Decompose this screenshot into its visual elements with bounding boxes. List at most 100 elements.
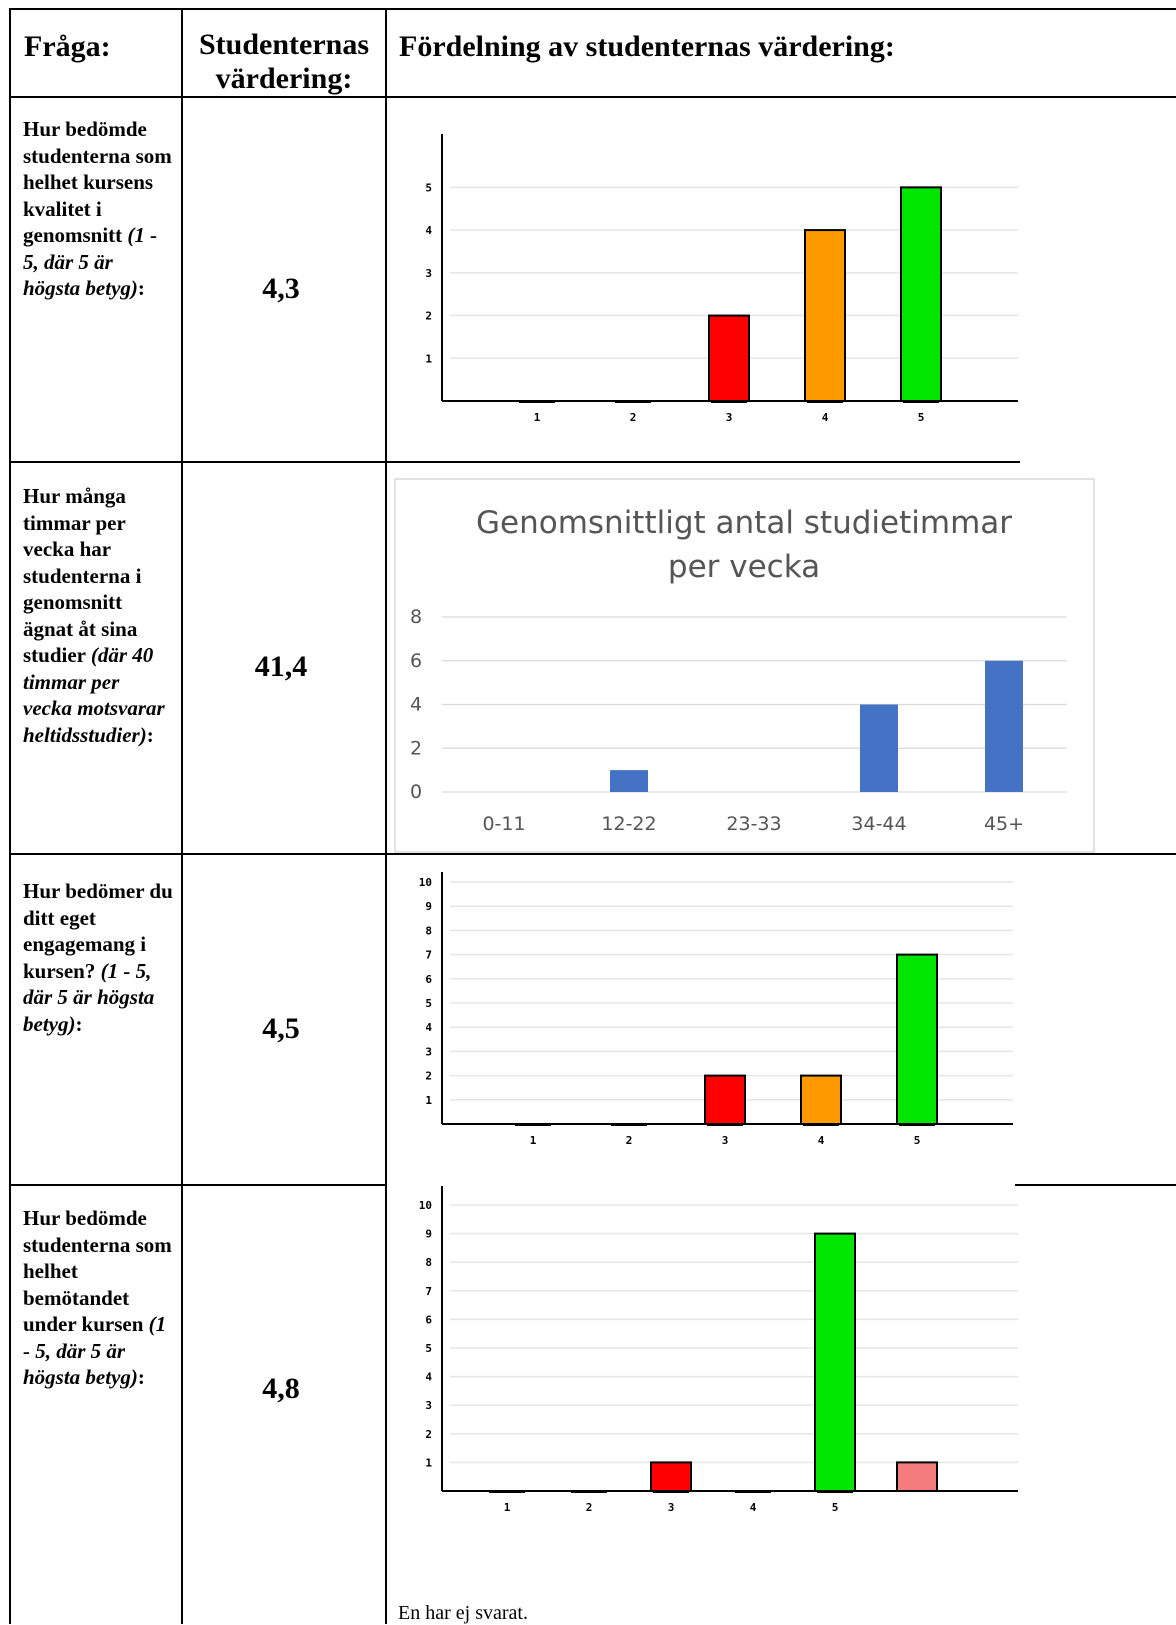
y-tick-label: 9 [425,1228,432,1241]
question-2-note: (där 40 timmar per vecka motsvarar helti… [23,643,165,747]
x-tick-label: 5 [914,1134,921,1147]
row-divider-1-left [9,461,385,463]
y-tick-label: 4 [425,1021,432,1034]
question-1-scale: (1 - 5, där 5 är högsta betyg) [23,223,158,300]
y-tick-label: 8 [425,924,432,937]
x-tick-label: 2 [630,411,637,424]
y-tick-label: 10 [419,876,432,889]
y-tick-label: 3 [425,1399,432,1412]
x-tick-label: 2 [626,1134,633,1147]
header-rating: Studenternas värdering: [183,28,385,96]
question-4-text: Hur bedömde studenterna som helhet bemöt… [23,1206,172,1336]
x-tick-label: 34-44 [851,813,906,835]
x-tick-label: 0-11 [482,813,525,835]
rating-value-2: 41,4 [254,650,308,683]
question-3-colon: : [75,1011,83,1036]
table-border-left [9,8,11,1624]
question-3-text: Hur bedömer du ditt eget engagemang i ku… [23,879,173,983]
y-tick-label: 4 [425,224,432,237]
y-tick-label: 0 [410,781,422,803]
bar [800,1074,842,1126]
bar [814,1232,856,1492]
y-tick-label: 5 [425,181,432,194]
chart-title: Genomsnittligt antal studietimmar [476,505,1012,541]
y-tick-label: 4 [425,1371,432,1384]
table-border-top [9,8,1176,10]
bar [900,186,942,403]
header-distribution: Fördelning av studenternas värdering: [399,30,895,63]
x-tick-label: 2 [586,1501,593,1514]
x-tick-label: 1 [534,411,541,424]
bar [650,1461,692,1492]
chart-title: per vecka [668,549,820,585]
y-tick-label: 6 [425,973,432,986]
chart-treatment: 1 2 3 4 5 6 7 8 9 10 1 2 3 4 5 [419,1186,1018,1514]
row-divider-3-left [9,1184,385,1186]
question-4-colon: : [137,1365,145,1389]
y-tick-label: 8 [410,606,422,628]
y-tick-label: 2 [410,737,422,759]
y-tick-label: 1 [425,1094,432,1107]
x-tick-label: 4 [822,411,829,424]
chart-study-hours: Genomsnittligt antal studietimmar per vec… [394,478,1095,853]
header-divider [9,96,1176,98]
bar [860,704,898,792]
x-tick-label: 3 [668,1501,675,1514]
x-tick-label: 23-33 [726,813,781,835]
bar [896,953,938,1125]
x-tick-label: 1 [530,1134,537,1147]
x-tick-label: 4 [750,1501,757,1514]
chart-quality: 1 2 3 4 5 1 2 3 4 5 [425,134,1018,424]
y-tick-label: 6 [425,1313,432,1326]
question-1-colon: : [137,276,145,300]
bar [804,229,846,402]
question-2: Hur många timmar per vecka har studenter… [23,483,173,748]
question-1: Hur bedömde studenterna som helhet kurse… [23,116,173,302]
question-2-colon: : [146,722,154,747]
row-divider-3-right [1015,1184,1176,1186]
rating-value-3: 4,5 [262,1012,300,1045]
y-tick-label: 2 [425,1070,432,1083]
y-tick-label: 10 [419,1199,432,1212]
y-tick-label: 2 [425,310,432,323]
bar [985,660,1023,792]
row-divider-2 [9,853,1176,855]
header-rating-line1: Studenternas [198,28,370,61]
question-4: Hur bedömde studenterna som helhet bemöt… [23,1205,173,1391]
y-tick-label: 3 [425,267,432,280]
rating-value-4: 4,8 [262,1372,300,1405]
y-tick-label: 2 [425,1428,432,1441]
bar [704,1074,746,1126]
x-tick-label: 4 [818,1134,825,1147]
y-tick-label: 7 [425,949,432,962]
y-tick-label: 1 [425,352,432,365]
footnote: En har ej svarat. [398,1602,528,1624]
x-tick-label: 5 [918,411,925,424]
question-4-scale: (1 - 5, där 5 är högsta betyg) [23,1312,167,1389]
y-tick-label: 7 [425,1285,432,1298]
chart-frame [394,478,1095,853]
x-tick-label: 3 [722,1134,729,1147]
bar [610,770,648,792]
rating-value-1: 4,3 [262,272,300,305]
x-tick-label: 1 [504,1501,511,1514]
header-question: Fråga: [24,30,111,63]
column-divider-1 [181,8,183,1624]
chart-engagement: 1 2 3 4 5 6 7 8 9 10 1 2 3 4 5 [419,872,1013,1147]
bar [896,1461,938,1492]
bar [708,314,750,402]
y-tick-label: 4 [410,694,422,716]
question-1-text: Hur bedömde studenterna som helhet kurse… [23,117,172,247]
y-tick-label: 1 [425,1456,432,1469]
y-tick-label: 9 [425,900,432,913]
header-rating-line2: värdering: [215,62,353,95]
question-2-text: Hur många timmar per vecka har studenter… [23,484,142,667]
column-divider-2 [385,8,387,1624]
y-tick-label: 8 [425,1256,432,1269]
y-tick-label: 5 [425,1342,432,1355]
y-tick-label: 3 [425,1045,432,1058]
y-tick-label: 5 [425,997,432,1010]
row-divider-1-right [385,461,1020,463]
question-3-scale: (1 - 5, där 5 är högsta betyg) [23,958,155,1036]
x-tick-label: 5 [832,1501,839,1514]
